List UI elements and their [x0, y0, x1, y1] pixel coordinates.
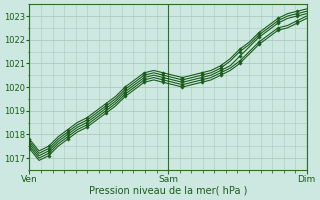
X-axis label: Pression niveau de la mer( hPa ): Pression niveau de la mer( hPa ) — [89, 186, 247, 196]
